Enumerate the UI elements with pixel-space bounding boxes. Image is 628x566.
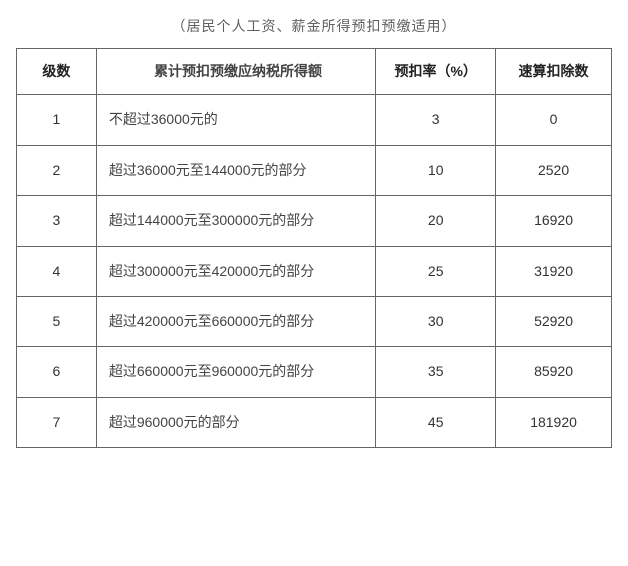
cell-rate: 35 bbox=[376, 347, 496, 397]
cell-rate: 3 bbox=[376, 95, 496, 145]
cell-rate: 45 bbox=[376, 397, 496, 447]
cell-deduct: 31920 bbox=[496, 246, 612, 296]
cell-rate: 30 bbox=[376, 296, 496, 346]
table-row: 2 超过36000元至144000元的部分 10 2520 bbox=[17, 145, 612, 195]
table-row: 3 超过144000元至300000元的部分 20 16920 bbox=[17, 196, 612, 246]
cell-deduct: 181920 bbox=[496, 397, 612, 447]
table-header-row: 级数 累计预扣预缴应纳税所得额 预扣率（%） 速算扣除数 bbox=[17, 49, 612, 95]
cell-level: 2 bbox=[17, 145, 97, 195]
cell-level: 7 bbox=[17, 397, 97, 447]
cell-desc: 不超过36000元的 bbox=[96, 95, 375, 145]
cell-rate: 20 bbox=[376, 196, 496, 246]
cell-level: 4 bbox=[17, 246, 97, 296]
cell-rate: 10 bbox=[376, 145, 496, 195]
cell-level: 3 bbox=[17, 196, 97, 246]
cell-deduct: 16920 bbox=[496, 196, 612, 246]
table-caption: （居民个人工资、薪金所得预扣预缴适用） bbox=[16, 16, 612, 36]
cell-level: 1 bbox=[17, 95, 97, 145]
cell-desc: 超过960000元的部分 bbox=[96, 397, 375, 447]
cell-desc: 超过300000元至420000元的部分 bbox=[96, 246, 375, 296]
cell-desc: 超过420000元至660000元的部分 bbox=[96, 296, 375, 346]
table-row: 1 不超过36000元的 3 0 bbox=[17, 95, 612, 145]
cell-desc: 超过144000元至300000元的部分 bbox=[96, 196, 375, 246]
cell-level: 5 bbox=[17, 296, 97, 346]
table-row: 5 超过420000元至660000元的部分 30 52920 bbox=[17, 296, 612, 346]
cell-deduct: 52920 bbox=[496, 296, 612, 346]
tax-rate-table: 级数 累计预扣预缴应纳税所得额 预扣率（%） 速算扣除数 1 不超过36000元… bbox=[16, 48, 612, 448]
cell-desc: 超过660000元至960000元的部分 bbox=[96, 347, 375, 397]
table-row: 7 超过960000元的部分 45 181920 bbox=[17, 397, 612, 447]
table-row: 4 超过300000元至420000元的部分 25 31920 bbox=[17, 246, 612, 296]
cell-deduct: 85920 bbox=[496, 347, 612, 397]
col-header-deduct: 速算扣除数 bbox=[496, 49, 612, 95]
cell-level: 6 bbox=[17, 347, 97, 397]
cell-desc: 超过36000元至144000元的部分 bbox=[96, 145, 375, 195]
cell-deduct: 2520 bbox=[496, 145, 612, 195]
col-header-rate: 预扣率（%） bbox=[376, 49, 496, 95]
cell-rate: 25 bbox=[376, 246, 496, 296]
col-header-level: 级数 bbox=[17, 49, 97, 95]
table-row: 6 超过660000元至960000元的部分 35 85920 bbox=[17, 347, 612, 397]
col-header-desc: 累计预扣预缴应纳税所得额 bbox=[96, 49, 375, 95]
cell-deduct: 0 bbox=[496, 95, 612, 145]
